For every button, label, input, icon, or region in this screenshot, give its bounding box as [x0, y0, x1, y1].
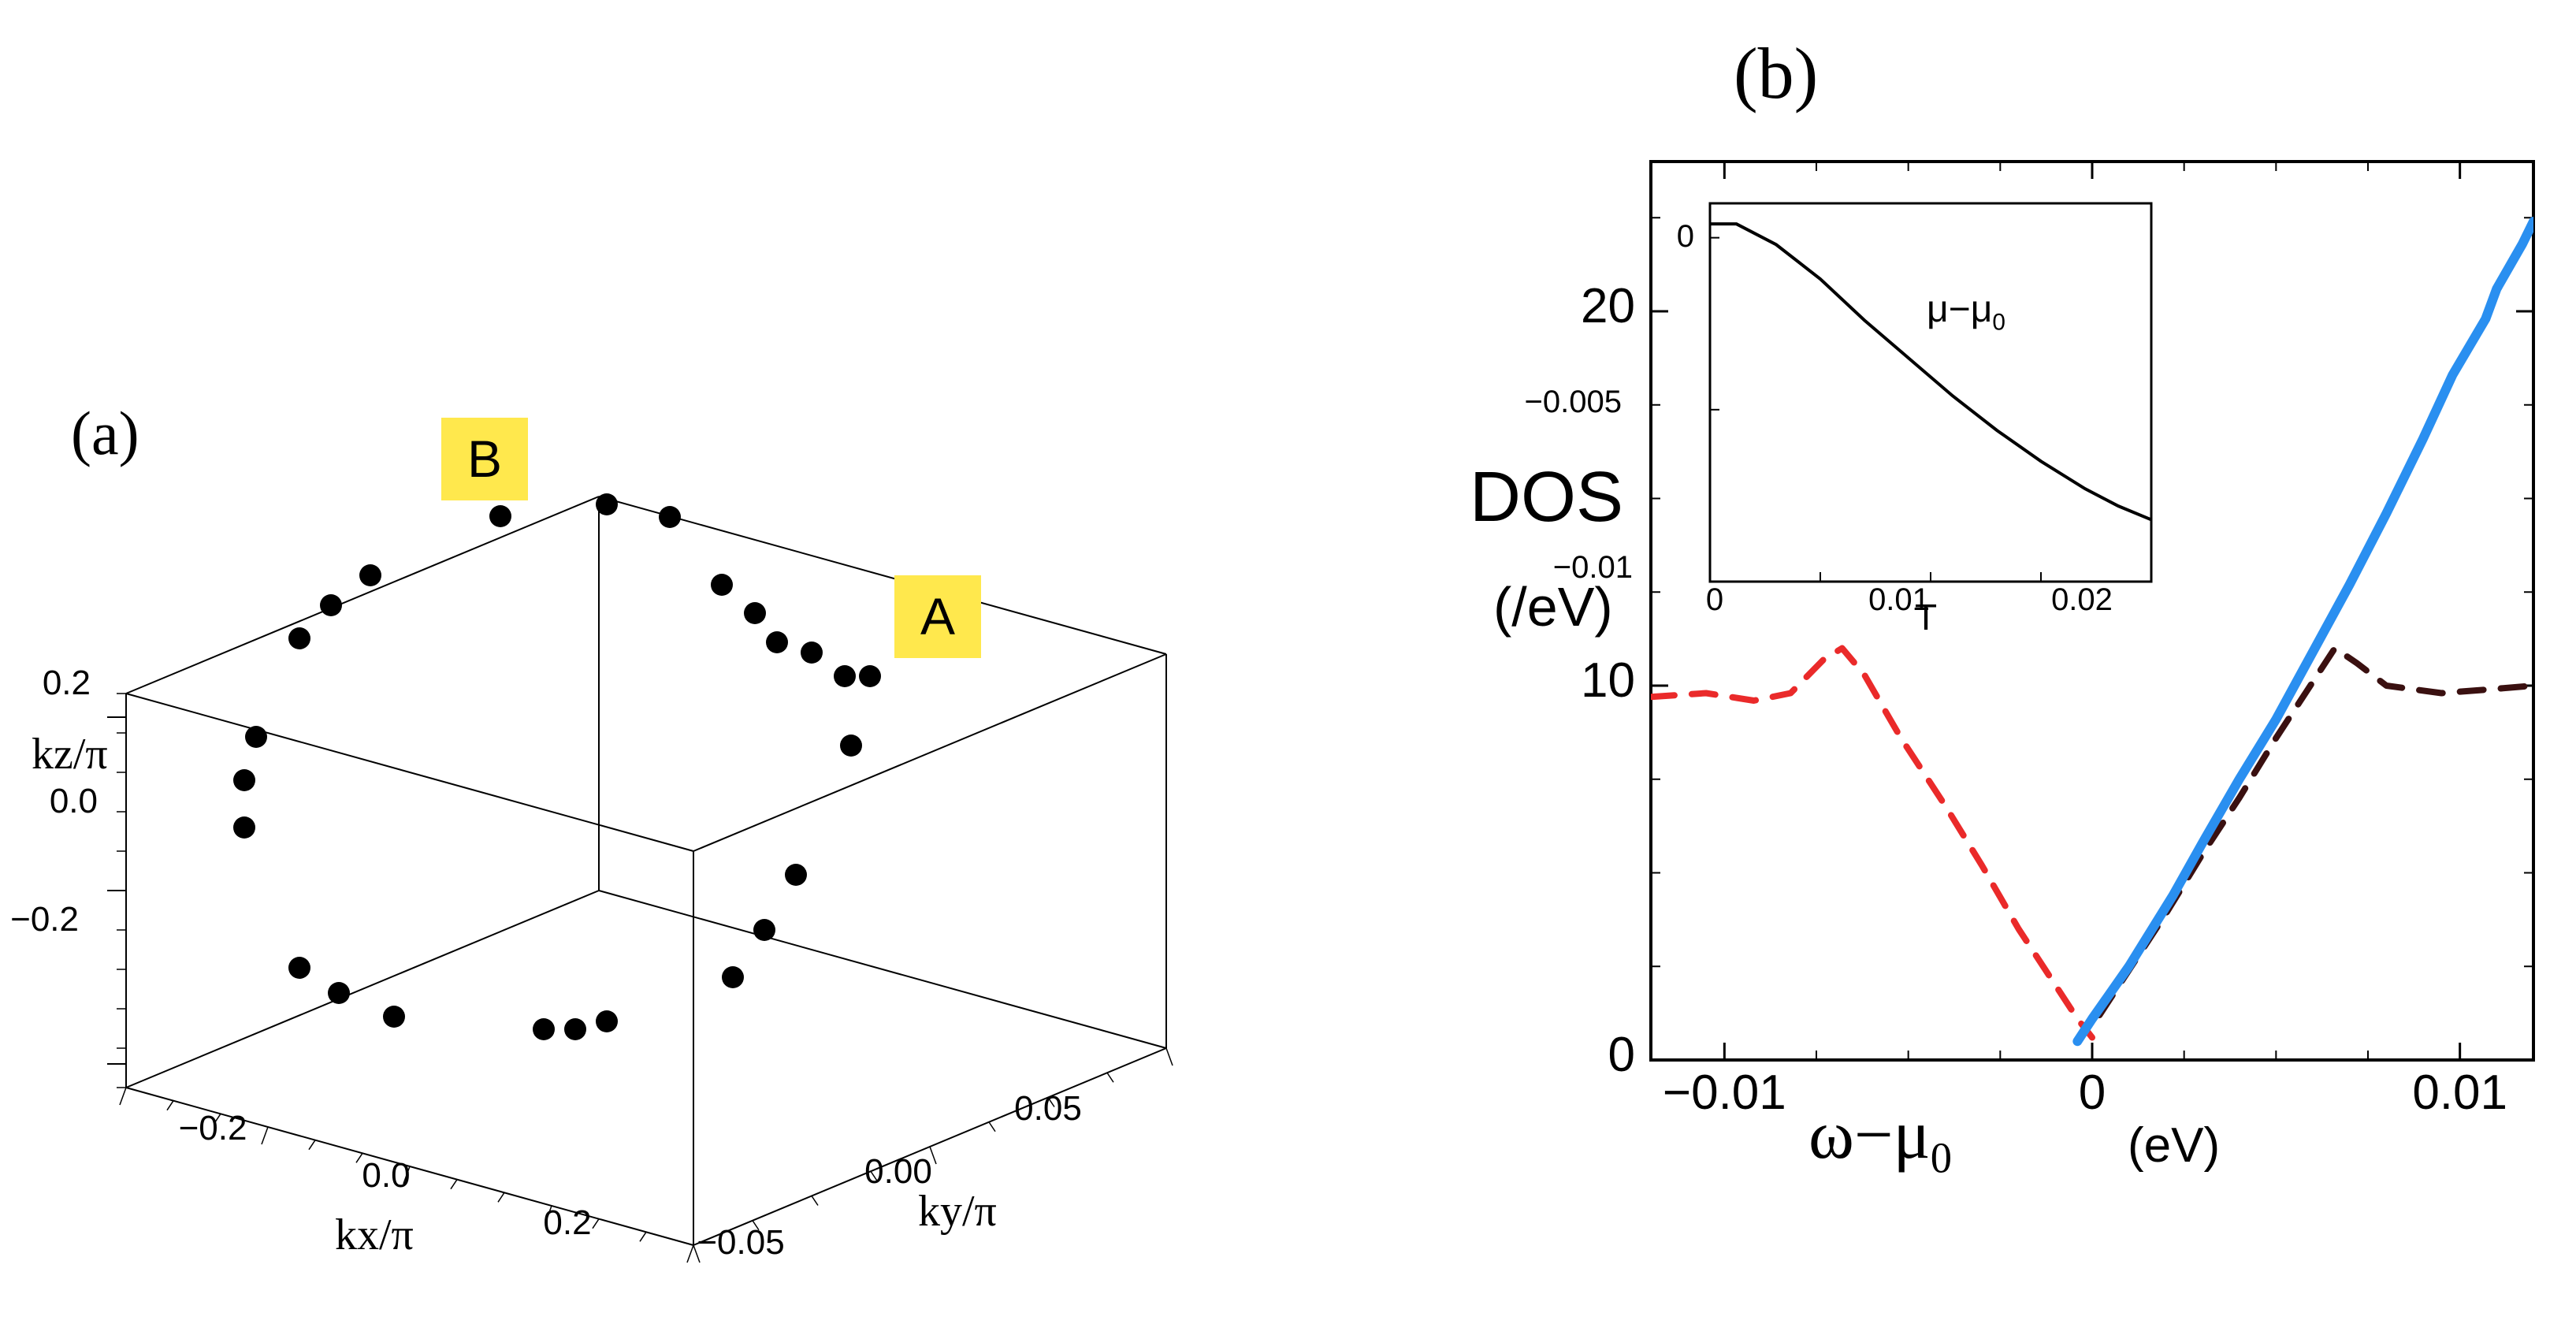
inset-frame	[1710, 203, 2151, 582]
svg-text:0: 0	[2079, 1066, 2106, 1120]
svg-text:0.02: 0.02	[2051, 582, 2113, 617]
dos-series-dashed-left	[1651, 649, 2092, 1038]
svg-text:−0.005: −0.005	[1525, 385, 1622, 419]
inset-x-title: T	[1915, 596, 1937, 638]
figure-root: (a) 0.20.0−0.2−0.20.00.2−0.050.000.05 kz…	[0, 0, 2576, 1210]
svg-text:0: 0	[1706, 582, 1723, 617]
svg-text:20: 20	[1581, 279, 1635, 333]
dos-series-dashed-right	[2099, 649, 2533, 1016]
svg-text:−0.05: −0.05	[697, 1223, 784, 1262]
svg-text:0.01: 0.01	[2412, 1066, 2507, 1120]
svg-text:−0.01: −0.01	[1663, 1066, 1786, 1120]
inset-curve-label-sub: 0	[1992, 310, 2005, 336]
svg-text:10: 10	[1581, 653, 1635, 708]
svg-text:0: 0	[1608, 1028, 1635, 1082]
inset-curve-label: μ−μ0	[1927, 288, 2005, 337]
panel-b-plot: −0.0100.010102000.010.020−0.005−0.01	[0, 0, 2576, 1210]
axis-kx-label: kx/π	[335, 1210, 414, 1260]
inset-curve-label-main: μ−μ	[1927, 288, 1992, 330]
svg-text:0: 0	[1677, 219, 1694, 254]
svg-text:−0.01: −0.01	[1553, 550, 1633, 585]
